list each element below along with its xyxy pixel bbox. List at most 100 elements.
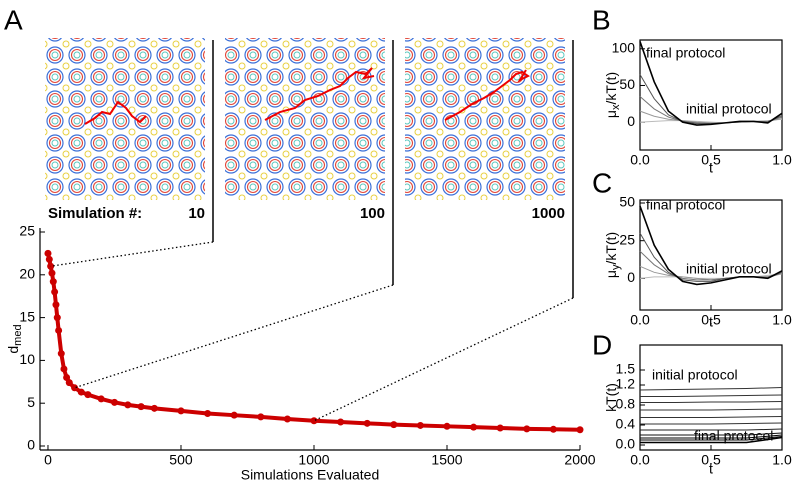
inset-images (45, 38, 565, 200)
data-point (257, 413, 265, 421)
x-tick-label: 1500 (431, 452, 462, 468)
data-point (124, 401, 132, 409)
inset-image (225, 38, 385, 200)
data-point (283, 415, 291, 423)
y-tick-label: 20 (19, 266, 35, 282)
x-tick-label: 0.5 (701, 152, 721, 168)
data-point (60, 365, 68, 373)
y-tick-label: 0 (627, 269, 635, 285)
annotation: final protocol (646, 197, 725, 213)
y-axis-label: μx/kT(t) (603, 72, 622, 118)
data-point (390, 421, 398, 429)
data-point (110, 398, 118, 406)
data-point (523, 425, 531, 433)
axes-frame (639, 199, 783, 311)
data-point (204, 409, 212, 417)
x-tick-label: 0.0 (630, 152, 650, 168)
y-tick-label: 50 (619, 76, 635, 92)
protocol-line (639, 41, 783, 126)
protocol-line (640, 432, 783, 436)
data-point (84, 391, 92, 399)
y-tick-label: 0 (627, 113, 635, 129)
data-point (63, 374, 71, 382)
protocol-line (639, 387, 783, 391)
panel-label: B (592, 4, 611, 35)
annotation: initial protocol (652, 367, 738, 383)
walk-path (444, 69, 530, 121)
protocol-line (639, 205, 783, 286)
data-point (44, 249, 52, 257)
x-tick-label: 0.5 (701, 452, 721, 468)
data-point (52, 301, 60, 309)
y-label-sub: y (610, 264, 622, 270)
data-point (77, 388, 85, 396)
panel: D 0.0 0.5 1.0 0.0 0.4 0.8 1.21.5 t kT(t) initial p… (592, 329, 792, 476)
data-point (363, 419, 371, 427)
data-point (230, 411, 238, 419)
protocol-line (640, 401, 783, 403)
x-axis-label: t (709, 160, 713, 176)
panel: B 0.0 0.5 1.0 0 50 100 t μx/kT(t) final protocol i… (592, 4, 792, 175)
data-point (53, 314, 61, 322)
inset-image (45, 38, 205, 200)
panel-label: D (592, 329, 612, 360)
y-tick-label: 25 (19, 223, 35, 239)
x-tick-label: 1.0 (772, 312, 792, 328)
inset-label: 10 (188, 205, 205, 222)
annotation: initial protocol (686, 261, 772, 277)
protocol-line (640, 408, 783, 411)
x-axis-label: t (709, 314, 713, 330)
data-point (496, 424, 504, 432)
protocol-line (640, 434, 783, 439)
protocol-line (639, 273, 783, 279)
data-point (310, 417, 318, 425)
x-tick-label: 500 (169, 452, 193, 468)
y-label-main: μ (603, 110, 619, 118)
y-tick-label: 1.2 (616, 376, 636, 392)
x-axis-label: Simulations Evaluated (241, 467, 380, 483)
y-tick-label: 10 (19, 351, 35, 367)
y-tick-label: 5 (27, 394, 35, 410)
data-point (45, 255, 53, 263)
data-point (549, 425, 557, 433)
data-point (337, 418, 345, 426)
y-axis-label: dmed (5, 324, 24, 353)
walk-path (264, 67, 375, 121)
data-point (150, 404, 158, 412)
annotation: initial protocol (686, 101, 772, 117)
data-point (137, 403, 145, 411)
connector-dotted (74, 284, 394, 389)
panel-label: C (592, 167, 612, 198)
y-tick-label: 0.8 (616, 396, 636, 412)
y-label-sub: x (610, 104, 622, 110)
data-point (47, 262, 55, 270)
data-point (97, 395, 105, 403)
y-tick-label: 100 (612, 40, 636, 56)
y-axis-label: μy/kT(t) (603, 232, 622, 278)
data-point (49, 278, 57, 286)
walk-path (84, 100, 147, 125)
y-label-sub: med (12, 324, 24, 345)
data-point (51, 288, 59, 296)
x-tick-label: 1000 (298, 452, 329, 468)
protocol-line (640, 428, 783, 431)
y-tick-label: 25 (619, 231, 635, 247)
x-tick-label: 1.0 (772, 152, 792, 168)
inset-image (405, 38, 565, 200)
protocol-line (640, 394, 783, 397)
connector-dotted (50, 241, 214, 267)
inset-caption: Simulation #: (48, 205, 142, 222)
connector-dotted (313, 297, 574, 422)
x-tick-label: 0 (44, 452, 52, 468)
data-point (470, 423, 478, 431)
panel: A 0 500 1000 1500 2000 0 5 10 15 20 25 Simulations E… (4, 4, 596, 482)
data-point (65, 379, 73, 387)
x-tick-label: 0.0 (630, 312, 650, 328)
y-tick-label: 0.4 (616, 416, 636, 432)
y-label-rest: /kT(t) (603, 232, 619, 265)
panel: C 0.0 0.5 1.0 0 25 50 t μy/kT(t) final protocol in… (592, 167, 792, 329)
y-tick-label: 15 (19, 308, 35, 324)
panel-label: A (4, 4, 23, 35)
y-label-main: kT(t) (603, 383, 619, 412)
y-tick-label: 50 (619, 194, 635, 210)
